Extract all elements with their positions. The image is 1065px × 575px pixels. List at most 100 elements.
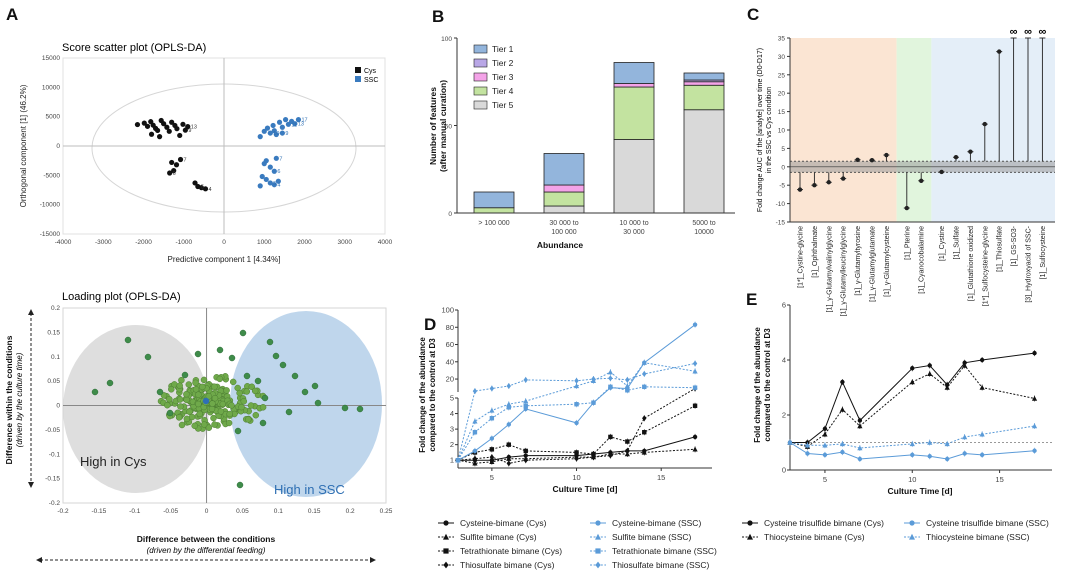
e-data-point [1031,395,1038,401]
e-data-point [962,434,968,440]
loading-point [166,409,174,417]
loading-point [243,388,251,395]
score-point-ssc [271,168,277,174]
loading-point [243,372,251,380]
lollipop-infinity-label: ∞ [1010,26,1018,38]
score-point-ssc [261,128,267,134]
loading-point [239,329,247,337]
e-data-point [839,441,845,447]
e-legend-marker [909,533,915,540]
e-xtick-label: 15 [995,475,1003,484]
d-data-point [641,449,647,455]
e-data-point [1032,350,1037,356]
loading-ytick: -0.2 [49,500,61,507]
loading-point [259,404,267,411]
score-point-label: 5 [201,184,204,190]
score-xtick: -2000 [135,239,152,246]
score-point-label: 6 [173,171,176,177]
bar-segment [613,139,655,214]
d-data-point [489,447,495,452]
e-data-point [909,441,915,447]
lollipop-point [841,176,846,181]
loading-point [211,383,218,390]
d-legend-label: Sulfite bimane (SSC) [612,532,692,542]
e-data-point [927,439,933,445]
e-ylabel: Fold change of the abundance [753,327,762,443]
score-point-label: 6 [277,169,280,175]
lollipop-ytick-label: -5 [779,183,785,190]
lollipop-ytick-label: 5 [781,146,785,153]
loading-ytick: 0.05 [47,378,60,385]
d-data-point [608,434,613,440]
loading-point [192,386,200,393]
d-ytick-label: 80 [446,323,454,332]
bar-segment [683,81,725,86]
e-legend-label: Thiocysteine bimane (SSC) [926,532,1030,542]
d-data-point [506,382,511,389]
score-legend-swatch [355,67,361,73]
loading-xtick: 0 [205,508,209,515]
score-point-label: 13 [298,122,304,128]
loading-point [181,371,189,379]
lollipop-category-label: [1]_GS-SO3- [1011,225,1018,266]
lollipop-point [904,205,909,211]
loading-point [183,396,190,404]
bimane-line-chart-d: 1 2 3 4 5 20 40 60 80 100 5 10 15 Culture Time [d] Fol… [418,306,717,571]
d-legend-marker [595,548,601,554]
d-ytick-label: 100 [441,306,454,315]
d-data-point [523,453,528,458]
lollipop-category-label: [1]_γ-Glutamylvalinylglycine [826,226,833,312]
lollipop-point [884,152,889,158]
d-data-point [591,400,596,405]
loading-point [216,375,224,383]
e-data-point [979,452,985,458]
score-ytick: 5000 [46,114,61,121]
loading-xtick: 0.05 [236,508,249,515]
e-data-point [1032,448,1037,453]
lollipop-point [953,155,959,160]
loading-ytick: 0.2 [51,305,60,312]
d-data-point [574,455,579,462]
score-point-ssc [267,180,273,186]
bar-segment [613,83,655,88]
loading-point [229,378,237,386]
d-series-line [457,324,696,461]
bar-legend-swatch [473,44,488,54]
score-point-ssc [279,130,285,136]
e-series-line [789,364,1035,448]
d-ylabel: Fold change of the abundance [418,337,427,453]
loading-point [311,382,319,390]
bar-ytick-label: 0 [448,211,452,218]
d-legend-label: Cysteine-bimane (Cys) [460,518,547,528]
loading-point [183,390,190,398]
d-data-point [625,388,630,393]
d-data-point [506,455,512,461]
d-data-point [692,403,698,408]
d-data-point [608,375,613,382]
d-data-point [574,420,579,426]
lollipop-category-label: [1]_Thiosulfate [997,226,1004,272]
score-legend-swatch [355,76,361,82]
d-data-point [692,446,698,452]
score-point-ssc [276,119,283,125]
lollipop-point [826,180,831,185]
d-data-point [472,388,478,395]
d-legend-marker [443,548,449,554]
lollipop-category-label: [1]_Pterine [904,226,911,260]
bar-segment [683,109,725,214]
score-point-ssc [295,117,302,123]
loading-point [314,399,322,407]
loading-point [176,396,184,403]
bar-segment [683,84,725,111]
d-legend-marker [595,520,601,526]
loading-point [195,400,202,408]
lollipop-category-label: [1*]_Cystine-glycine [798,226,805,288]
e-data-point [839,406,845,412]
score-ytick: -5000 [43,172,60,179]
score-point-cys [177,156,184,163]
loading-point [191,422,198,430]
bar-legend-label: Tier 2 [492,58,514,68]
bar-segment [543,205,585,214]
bar-legend-swatch [473,58,488,68]
e-xtick-label: 10 [908,475,916,484]
